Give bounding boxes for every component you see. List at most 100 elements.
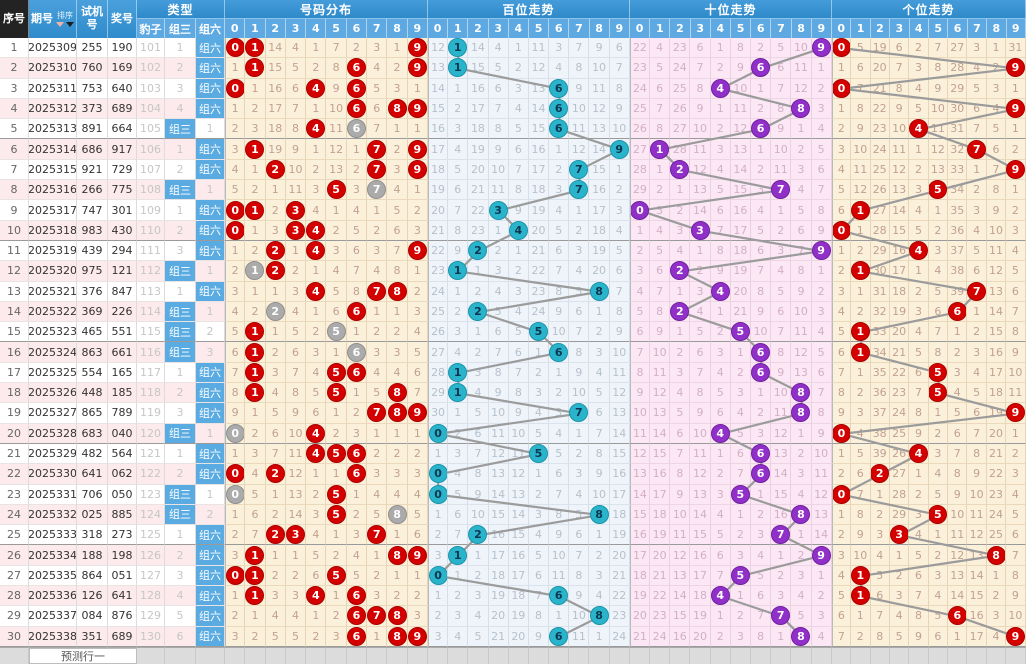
shi-cell: 7: [811, 383, 832, 404]
dist-cell: 4: [306, 200, 327, 221]
zuliu-badge: 组六: [196, 565, 224, 586]
zuliu-badge: 组六: [196, 200, 224, 220]
ge-cell: 5: [831, 322, 852, 343]
sort-control[interactable]: 排序: [56, 11, 74, 27]
ge-cell: 38: [870, 423, 890, 444]
bai-cell: 13: [427, 58, 449, 79]
bai-cell: 1: [589, 301, 610, 323]
draw-ball-red: 8: [986, 545, 1006, 565]
ge-cell: 5: [909, 98, 929, 120]
ge-cell: 3: [928, 240, 949, 262]
header-test: 试机号: [77, 0, 108, 38]
bai-cell: 3: [569, 240, 590, 262]
bai-cell: 3: [488, 261, 509, 282]
bai-cell: 1: [528, 464, 550, 485]
zuliu-cell: 1: [196, 301, 225, 323]
seq-cell: 20: [0, 423, 29, 444]
digit-header-4: 4: [710, 19, 731, 38]
bai-cell: 1: [528, 342, 550, 363]
dist-cell: 5: [306, 383, 327, 404]
dist-cell: 2: [326, 220, 347, 241]
dist-cell: 6: [346, 362, 368, 384]
draw-ball-red: 9: [407, 99, 427, 119]
test-cell: 983: [77, 220, 108, 241]
ge-cell: 20: [986, 423, 1007, 444]
shi-cell: 5: [690, 322, 711, 343]
shi-cell: 8: [791, 403, 812, 424]
dist-cell: 2: [245, 423, 266, 444]
ge-cell: 3: [889, 525, 910, 546]
bai-cell: 12: [427, 38, 449, 59]
bai-cell: 30: [427, 403, 449, 424]
bai-cell: 7: [589, 423, 610, 444]
shi-cell: 3: [710, 139, 731, 160]
draw-ball-red: 6: [948, 302, 967, 321]
digit-header-9: 9: [811, 19, 832, 38]
dist-cell: 8: [387, 606, 408, 627]
dist-cell: 2: [265, 200, 286, 221]
ge-cell: 7: [948, 443, 968, 465]
ge-cell: 10: [928, 98, 949, 120]
footer-cell: [549, 647, 570, 664]
ge-cell: 20: [889, 322, 910, 343]
draw-ball-purple: 4: [710, 423, 730, 443]
footer-cell: [488, 647, 509, 664]
shi-cell: 9: [650, 322, 671, 343]
bai-cell: 8: [528, 606, 550, 627]
shi-cell: 3: [690, 281, 711, 302]
dist-cell: 2: [225, 606, 246, 627]
shi-cell: 2: [670, 342, 691, 363]
ge-cell: 3: [909, 180, 929, 201]
dist-cell: 2: [306, 484, 327, 505]
shi-cell: 21: [629, 626, 651, 647]
dist-cell: 4: [387, 484, 408, 505]
header-period[interactable]: 期号 排序: [29, 0, 77, 38]
bai-cell: 2: [448, 423, 469, 444]
bai-cell: 29: [427, 383, 449, 404]
dist-cell: 3: [245, 443, 266, 465]
shi-cell: 9: [629, 383, 651, 404]
shi-cell: 2: [811, 78, 832, 99]
bai-cell: 6: [569, 525, 590, 546]
draw-ball-red: 1: [245, 322, 265, 342]
zuliu-cell: 组六: [196, 58, 225, 79]
sort-up-icon[interactable]: [56, 21, 64, 27]
bai-cell: 18: [528, 180, 550, 201]
shi-cell: 1: [771, 626, 792, 647]
bai-cell: 14: [589, 139, 610, 160]
dist-cell: 2: [367, 565, 388, 587]
bai-cell: 5: [468, 626, 489, 647]
baozi-cell: 107: [137, 159, 165, 181]
dist-cell: 3: [367, 240, 388, 262]
shi-cell: 16: [629, 525, 651, 546]
bai-cell: 17: [468, 98, 489, 120]
bai-cell: 9: [488, 139, 509, 160]
bai-cell: 2: [488, 240, 509, 262]
footer-cell: [889, 647, 910, 664]
ge-cell: 4: [986, 626, 1007, 647]
test-cell: 188: [77, 545, 108, 566]
sort-down-icon[interactable]: [66, 21, 74, 27]
zuliu-badge: 组六: [196, 240, 224, 261]
ge-cell: 15: [889, 220, 910, 241]
draw-ball-red: 0: [832, 423, 851, 443]
ge-cell: 8: [928, 342, 949, 363]
table-row: 29 2025337 084 876 129 5 组六 2 1 4 4 1 2 6 7 8 3 2 3 4 20 19 8 1…: [0, 606, 1026, 627]
ge-cell: 4: [909, 525, 929, 546]
test-cell: 753: [77, 78, 108, 99]
ge-cell: 18: [986, 383, 1007, 404]
ge-cell: 13: [928, 159, 949, 181]
draw-ball-teal: 4: [508, 220, 528, 240]
zusan-cell: 3: [165, 240, 196, 262]
digit-header-0: 0: [832, 19, 852, 38]
bai-cell: 8: [609, 78, 630, 99]
draw-ball-teal: 6: [549, 626, 569, 646]
draw-ball-red: 0: [226, 464, 245, 484]
ge-cell: 9: [1006, 626, 1026, 647]
ge-cell: 0: [831, 220, 852, 241]
table-row: 23 2025331 706 050 123 组三 1 0 5 1 13 2 5 1 4 4 4 0 5 9 14 13 2…: [0, 484, 1026, 505]
shi-cell: 5: [811, 139, 832, 160]
baozi-cell: 103: [137, 78, 165, 99]
period-cell: 2025323: [29, 322, 77, 343]
